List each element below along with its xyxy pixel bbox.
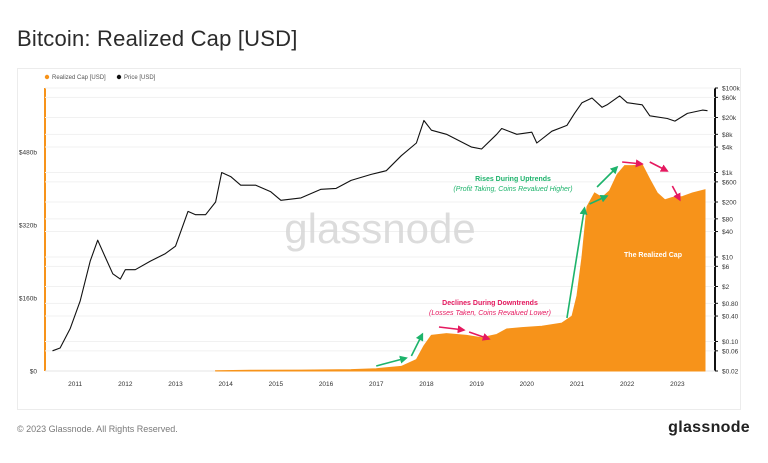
x-tick-label: 2018 — [419, 381, 434, 388]
y-right-tick-label: $10 — [722, 254, 733, 261]
x-tick-label: 2011 — [68, 381, 82, 388]
y-left-tick-label: $480b — [19, 149, 37, 156]
x-tick-label: 2023 — [670, 381, 685, 388]
x-tick-label: 2019 — [469, 381, 484, 388]
y-right-tick-label: $4k — [722, 145, 733, 152]
x-tick-label: 2014 — [218, 381, 233, 388]
realized-cap-area — [215, 164, 706, 372]
legend-dot — [44, 74, 50, 80]
y-right-tick-label: $6 — [722, 264, 730, 271]
glassnode-logo: glassnode — [668, 419, 750, 436]
downtrend-arrow — [468, 331, 491, 341]
uptrend-arrow — [566, 206, 588, 319]
copyright-text: © 2023 Glassnode. All Rights Reserved. — [17, 424, 178, 434]
watermark: glassnode — [284, 205, 475, 252]
x-tick-label: 2012 — [118, 381, 133, 388]
uptrend-arrow — [410, 332, 424, 357]
x-tick-label: 2015 — [269, 381, 284, 388]
y-right-tick-label: $0.80 — [722, 301, 739, 308]
y-right-tick-label: $60k — [722, 95, 737, 102]
realized-cap-label: The Realized Cap — [624, 252, 682, 259]
downtrend-subtitle: (Losses Taken, Coins Revalued Lower) — [429, 310, 551, 317]
chart-title: Bitcoin: Realized Cap [USD] — [17, 26, 298, 51]
y-right-tick-label: $0.40 — [722, 314, 739, 321]
uptrend-subtitle: (Profit Taking, Coins Revalued Higher) — [453, 186, 572, 193]
y-right-tick-label: $200 — [722, 200, 737, 207]
x-tick-label: 2017 — [369, 381, 384, 388]
uptrend-arrow — [376, 355, 408, 367]
y-right-tick-label: $2 — [722, 284, 730, 291]
x-tick-label: 2020 — [520, 381, 535, 388]
y-right-tick-label: $80 — [722, 216, 733, 223]
legend-label: Price [USD] — [124, 75, 156, 81]
y-right-tick-label: $20k — [722, 115, 737, 122]
y-right-tick-label: $0.06 — [722, 348, 739, 355]
y-left-tick-label: $160b — [19, 295, 37, 302]
uptrend-arrow — [596, 165, 619, 188]
x-tick-label: 2021 — [570, 381, 585, 388]
legend-dot — [116, 74, 122, 80]
y-right-tick-label: $40 — [722, 229, 733, 236]
price-line — [52, 95, 708, 352]
y-right-tick-label: $8k — [722, 132, 733, 139]
x-tick-label: 2013 — [168, 381, 183, 388]
downtrend-arrow — [438, 325, 466, 334]
y-right-tick-label: $0.10 — [722, 339, 739, 346]
y-right-tick-label: $1k — [722, 170, 733, 177]
legend-label: Realized Cap [USD] — [52, 75, 106, 81]
downtrend-arrow — [649, 161, 669, 172]
y-right-tick-label: $100k — [722, 86, 740, 93]
x-tick-label: 2022 — [620, 381, 635, 388]
y-left-tick-label: $0 — [30, 369, 38, 376]
x-tick-label: 2016 — [319, 381, 334, 388]
downtrend-arrow — [622, 159, 644, 168]
uptrend-arrow — [589, 195, 609, 205]
y-left-tick-label: $320b — [19, 222, 37, 229]
uptrend-title: Rises During Uptrends — [475, 176, 551, 183]
downtrend-title: Declines During Downtrends — [442, 300, 538, 307]
downtrend-arrow — [671, 185, 681, 202]
y-right-tick-label: $600 — [722, 179, 737, 186]
y-right-tick-label: $0.02 — [722, 369, 739, 376]
